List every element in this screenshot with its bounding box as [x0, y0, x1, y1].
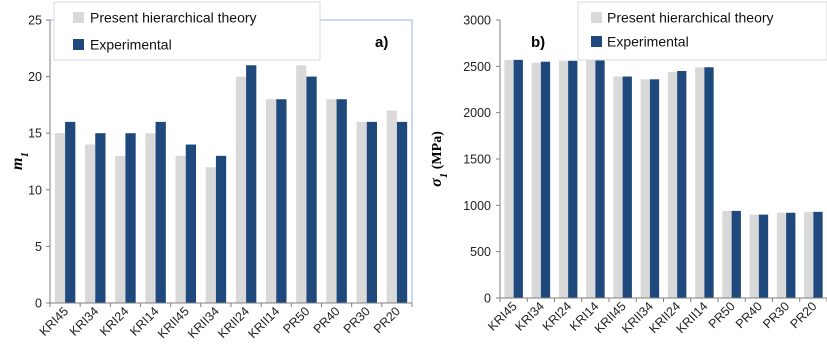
bar-theory-kri14[interactable] [145, 133, 156, 303]
bar-experimental-krii24[interactable] [246, 65, 257, 303]
y-axis-label: m1 [9, 152, 31, 170]
panel-label: b) [531, 34, 545, 51]
y-tick-label: 10 [28, 183, 42, 197]
bar-theory-kri45[interactable] [54, 133, 66, 303]
legend-label-theory: Present hierarchical theory [90, 10, 257, 26]
x-tick-label-kri34: KRI34 [513, 299, 547, 333]
bar-theory-krii45[interactable] [613, 76, 623, 298]
x-tick-label-pr40: PR40 [311, 304, 343, 336]
bar-theory-krii14[interactable] [265, 99, 277, 304]
x-tick-label-pr50: PR50 [706, 299, 738, 331]
bar-experimental-kri14[interactable] [595, 56, 605, 298]
bar-theory-pr30[interactable] [356, 121, 367, 303]
bar-experimental-pr30[interactable] [786, 212, 796, 298]
x-tick-label-kri34: KRI34 [67, 304, 101, 338]
bar-experimental-pr30[interactable] [366, 121, 378, 303]
x-tick-label-krii24: KRII24 [215, 304, 252, 341]
chart-panel-b: 050010001500200025003000KRI45KRI34KRI24K… [428, 1, 827, 336]
y-tick-label: 2500 [463, 60, 491, 74]
y-tick-label: 0 [484, 292, 491, 306]
x-tick-label-krii14: KRII14 [245, 304, 282, 341]
bar-experimental-krii14[interactable] [704, 67, 714, 298]
bar-theory-pr40[interactable] [749, 214, 759, 298]
x-tick-label-krii45: KRII45 [155, 304, 192, 341]
bar-theory-krii34[interactable] [640, 79, 650, 298]
bar-theory-krii34[interactable] [205, 167, 216, 303]
y-tick-label: 1500 [463, 153, 491, 167]
x-tick-label-pr40: PR40 [733, 299, 765, 331]
legend-box [53, 1, 321, 61]
bar-theory-kri34[interactable] [531, 62, 541, 298]
y-tick-label: 15 [28, 127, 42, 141]
x-tick-label-pr20: PR20 [787, 299, 819, 331]
bar-experimental-pr20[interactable] [813, 211, 823, 298]
bar-theory-pr50[interactable] [296, 65, 307, 303]
bar-theory-pr30[interactable] [776, 212, 787, 298]
y-tick-label: 500 [470, 245, 491, 259]
bar-theory-krii24[interactable] [667, 71, 678, 298]
bar-experimental-kri34[interactable] [95, 133, 106, 303]
y-tick-label: 20 [28, 70, 42, 84]
chart-panel-a: 0510152025KRI45KRI34KRI24KRI14KRII45KRII… [9, 1, 413, 341]
bar-theory-pr20[interactable] [804, 211, 814, 298]
y-tick-label: 0 [35, 297, 42, 311]
bar-theory-pr50[interactable] [722, 210, 732, 298]
x-tick-label-pr30: PR30 [341, 304, 373, 336]
y-tick-label: 25 [28, 14, 42, 28]
x-tick-label-krii14: KRII14 [674, 299, 711, 336]
bar-experimental-kri34[interactable] [540, 61, 551, 299]
bar-experimental-kri24[interactable] [568, 60, 578, 298]
bar-experimental-kri45[interactable] [513, 59, 523, 298]
bar-theory-kri24[interactable] [558, 60, 569, 298]
bar-theory-krii14[interactable] [695, 67, 705, 298]
legend-swatch-experimental [73, 39, 84, 50]
bar-theory-kri34[interactable] [84, 144, 96, 303]
legend-swatch-theory [73, 12, 84, 23]
bar-experimental-krii45[interactable] [622, 76, 632, 298]
bar-experimental-pr50[interactable] [731, 210, 741, 298]
bar-experimental-krii45[interactable] [185, 144, 197, 303]
legend-swatch-experimental [591, 36, 602, 47]
bar-theory-krii45[interactable] [175, 155, 186, 303]
x-tick-label-pr50: PR50 [281, 304, 313, 336]
x-tick-label-pr20: PR20 [371, 304, 403, 336]
bar-experimental-pr50[interactable] [306, 76, 317, 303]
bar-experimental-krii34[interactable] [649, 79, 660, 298]
bar-experimental-krii14[interactable] [276, 99, 287, 304]
bar-experimental-krii34[interactable] [215, 155, 227, 303]
y-axis-label: σ1 (MPa) [428, 131, 450, 187]
bar-experimental-kri24[interactable] [125, 133, 136, 303]
legend: Present hierarchical theory Experimental [53, 1, 321, 61]
bar-experimental-pr20[interactable] [396, 121, 408, 303]
bar-theory-kri45[interactable] [504, 59, 514, 298]
legend-label-experimental: Experimental [90, 37, 172, 53]
bar-experimental-pr40[interactable] [758, 214, 769, 298]
bar-experimental-kri14[interactable] [155, 121, 166, 303]
bar-theory-kri14[interactable] [586, 56, 596, 298]
legend-label-experimental: Experimental [607, 34, 689, 50]
y-tick-label: 2000 [463, 106, 491, 120]
x-tick-label-krii34: KRII34 [185, 304, 222, 341]
bar-theory-krii24[interactable] [235, 76, 247, 303]
y-tick-label: 3000 [463, 14, 491, 28]
legend-box [577, 1, 827, 61]
bar-experimental-pr40[interactable] [336, 99, 347, 304]
panel-label: a) [375, 34, 388, 51]
y-tick-label: 5 [35, 240, 42, 254]
x-tick-label-kri24: KRI24 [540, 299, 574, 333]
bar-experimental-kri45[interactable] [65, 121, 76, 303]
y-tick-label: 1000 [463, 199, 491, 213]
bar-experimental-krii24[interactable] [677, 70, 687, 298]
bar-theory-pr20[interactable] [386, 110, 397, 303]
bar-theory-kri24[interactable] [115, 155, 126, 303]
legend: Present hierarchical theory Experimental [577, 1, 827, 61]
x-tick-label-kri24: KRI24 [97, 304, 131, 338]
legend-swatch-theory [591, 12, 602, 23]
legend-label-theory: Present hierarchical theory [607, 10, 774, 26]
x-tick-label-pr30: PR30 [760, 299, 792, 331]
bar-theory-pr40[interactable] [326, 99, 337, 304]
